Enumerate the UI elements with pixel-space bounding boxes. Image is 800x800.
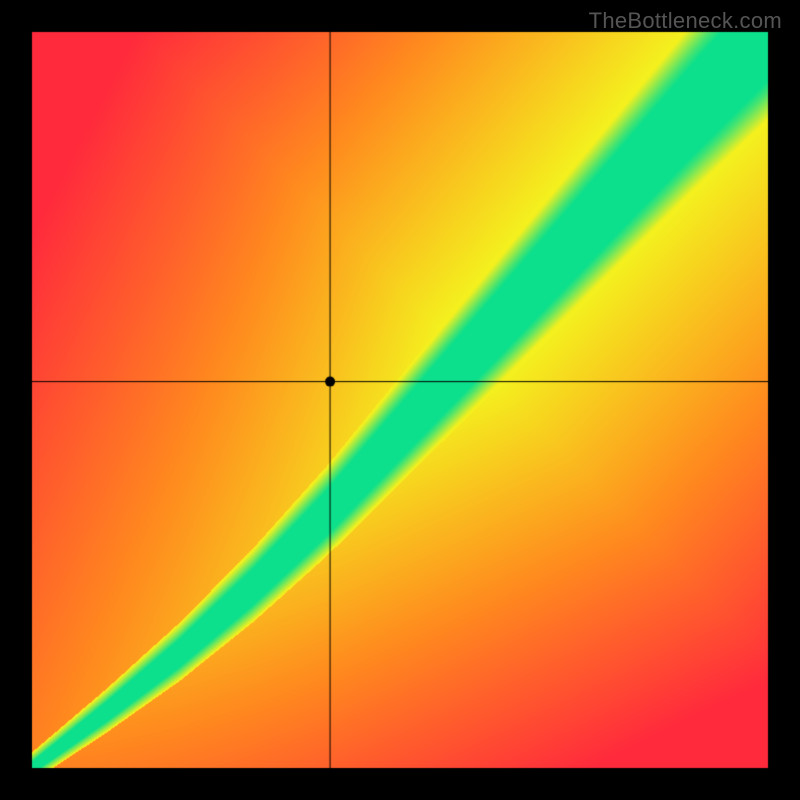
watermark-text: TheBottleneck.com	[589, 8, 782, 34]
bottleneck-heatmap	[0, 0, 800, 800]
chart-container: TheBottleneck.com	[0, 0, 800, 800]
